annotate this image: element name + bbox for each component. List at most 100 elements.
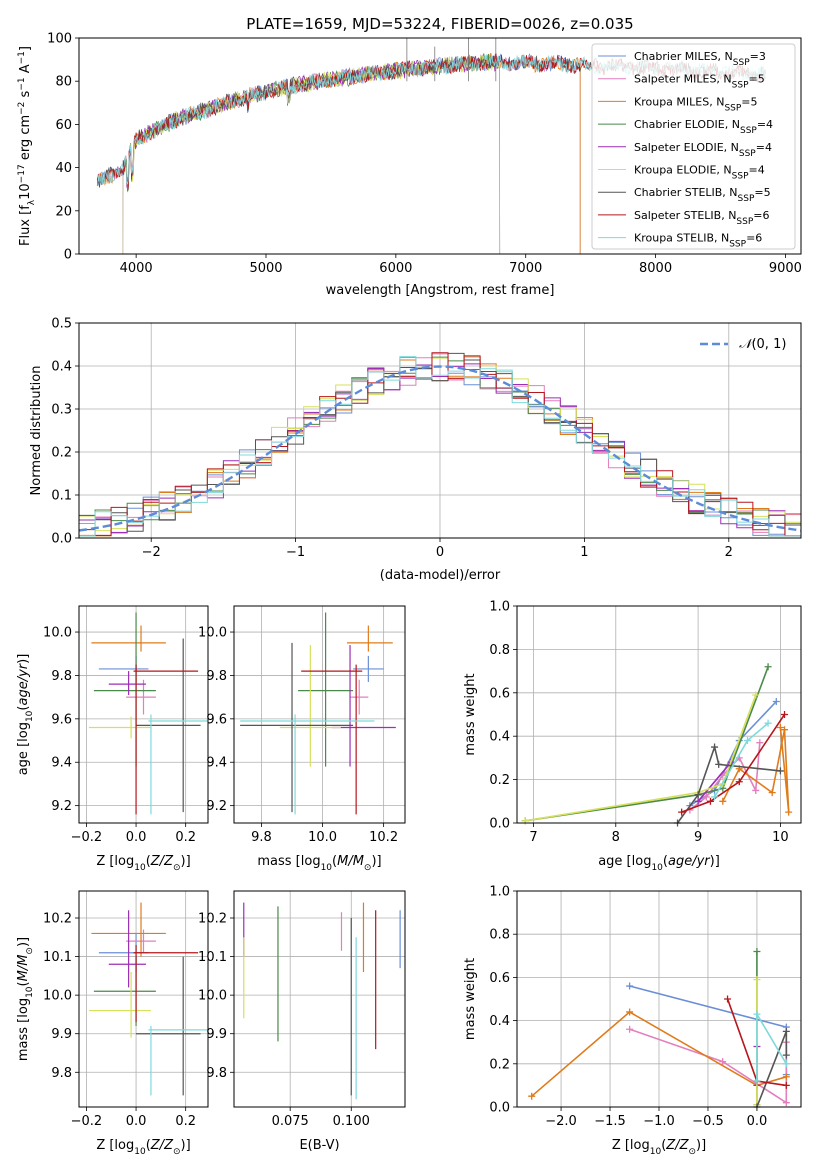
mass-vs-z-ytick-label: 9.8 [51,1066,72,1081]
age-vs-mass-ytick-label: 10.0 [198,626,227,641]
mass-vs-z-ylabel: mass [log10(M/M⊙)] [16,937,35,1061]
age-vs-z-axes: −0.2 0.0 0.2 9.2 9.4 9.6 9.8 10.0 [43,606,208,845]
spectrum-xtick-label: 5000 [249,261,282,276]
mass-vs-ebv-ytick-label: 10.0 [198,989,227,1004]
age-vs-z-xlabel: Z [log10(Z/Z⊙)] [96,854,190,873]
spectrum-ytick-label: 80 [55,75,72,90]
legend-label-salpeter-stelib: Salpeter STELIB, NSSP=6 [634,209,770,227]
spectrum-xtick-label: 7000 [509,261,542,276]
residuals-xlabel: (data-model)/error [380,568,501,583]
weight-vs-age-marker-kroupa-miles [776,724,784,732]
weight-vs-z-ytick-label: 0.4 [489,1014,510,1029]
age-vs-z-ytick-label: 10.0 [43,626,72,641]
legend-label-kroupa-elodie: Kroupa ELODIE, NSSP=4 [634,164,765,182]
legend-label-salpeter-miles: Salpeter MILES, NSSP=5 [634,73,765,91]
weight-vs-age-marker-chabrier-miles [772,697,780,705]
mass-vs-z-ytick-label: 10.0 [43,989,72,1004]
legend-label-chabrier-elodie: Chabrier ELODIE, NSSP=4 [634,118,773,136]
weight-vs-z-line-salpeter-miles [629,1028,788,1105]
weight-vs-z-marker-kroupa-stelib [753,1010,761,1018]
mass-vs-ebv-xlabel: E(B-V) [299,1138,339,1153]
legend-label-kroupa-miles: Kroupa MILES, NSSP=5 [634,95,758,113]
weight-vs-z-line-kroupa-miles [531,1011,787,1097]
residuals-xtick-label: −2 [142,545,161,560]
mass-vs-ebv-xtick-label: 0.075 [272,1114,309,1129]
weight-vs-z-marker-salpeter-miles [782,1099,790,1107]
spectrum-ytick-label: 20 [55,204,72,219]
weight-vs-z-xtick-label: 0.0 [747,1114,768,1129]
weight-vs-age-marker-salpeter-stelib [735,778,743,786]
mass-vs-z-xtick-label: 0.0 [126,1114,147,1129]
spectrum-ylabel: Flux [fλ10−17 erg cm−2 s−1 A−1] [17,46,37,246]
weight-vs-z-lines [528,947,790,1111]
weight-vs-z-marker-chabrier-elodie [753,947,761,955]
weight-vs-z-ytick-label: 0.0 [489,1101,510,1116]
weight-vs-z-xtick-label: −0.5 [692,1114,724,1129]
weight-vs-age-marker-salpeter-elodie [694,797,702,805]
mass-vs-ebv-xtick-label: 0.100 [333,1114,370,1129]
spectrum-xtick-label: 6000 [379,261,412,276]
weight-vs-age-line-kroupa-miles [722,727,790,813]
mass-vs-z-errorbars [88,902,208,1096]
mass-vs-ebv-ytick-label: 10.2 [198,912,227,927]
weight-vs-z-ylabel: mass weight [463,958,478,1040]
residual-hist-chabrier-stelib [79,352,801,532]
mass-vs-z-ytick-label: 9.9 [51,1027,72,1042]
age-vs-z-xtick-label: 0.2 [175,830,196,845]
residuals-ytick-label: 0.1 [51,489,72,504]
mass-vs-ebv-errorbars [243,902,401,1100]
age-vs-mass-ytick-label: 9.4 [206,756,227,771]
weight-vs-age-xtick-label: 8 [612,830,620,845]
residuals-ytick-label: 0.3 [51,403,72,418]
weight-vs-age-ytick-label: 0.2 [489,773,510,788]
weight-vs-z-frame [516,890,802,1108]
mass-vs-z-xlabel: Z [log10(Z/Z⊙)] [96,1138,190,1157]
mass-vs-ebv-ytick-label: 9.9 [206,1027,227,1042]
age-vs-z-errorbars [88,612,208,815]
weight-vs-age-xtick-label: 10 [772,830,789,845]
spectrum-lines [96,38,767,254]
weight-vs-age-line-chabrier-elodie [525,666,769,822]
residuals-legend: 𝒩(0, 1) [700,337,786,352]
weight-vs-z-marker-kroupa-miles [528,1092,536,1100]
weight-vs-age-marker-chabrier-stelib [711,743,719,751]
figure-title: PLATE=1659, MJD=53224, FIBERID=0026, z=0… [246,15,633,33]
weight-vs-age-frame [516,605,802,824]
legend-label-chabrier-miles: Chabrier MILES, NSSP=3 [634,50,766,68]
residuals-frame [78,322,802,539]
age-vs-mass-ytick-label: 9.6 [206,712,227,727]
residuals-xtick-label: −1 [286,545,305,560]
age-vs-mass-frame [233,605,406,824]
spectrum-xlabel: wavelength [Angstrom, rest frame] [326,283,555,298]
age-vs-mass-axes: 9.8 10.0 10.2 9.2 9.4 9.6 9.8 10.0 [198,606,405,845]
spectrum-frame [78,37,802,255]
age-vs-mass-xlabel: mass [log10(M/M⊙)] [257,854,381,873]
weight-vs-age-xlabel: age [log10(age/yr)] [598,854,720,873]
age-vs-z-ytick-label: 9.2 [51,799,72,814]
spectrum-ytick-label: 0 [64,248,72,263]
weight-vs-z-marker-chabrier-miles [626,982,634,990]
weight-vs-age-ytick-label: 0.4 [489,730,510,745]
weight-vs-age-line-kroupa-elodie [525,694,757,822]
weight-vs-z-marker-salpeter-stelib [724,995,732,1003]
mass-vs-ebv-ytick-label: 10.1 [198,950,227,965]
age-vs-mass-xtick-label: 9.8 [251,830,272,845]
age-vs-z-ytick-label: 9.8 [51,669,72,684]
mass-vs-ebv-ytick-label: 9.8 [206,1066,227,1081]
legend-label-kroupa-stelib: Kroupa STELIB, NSSP=6 [634,232,762,250]
weight-vs-age-ytick-label: 0.0 [489,817,510,832]
weight-vs-z-marker-kroupa-elodie [753,976,761,984]
mass-vs-ebv-axes: 0.075 0.100 9.8 9.9 10.0 10.1 10.2 [198,891,405,1129]
weight-vs-age-marker-salpeter-stelib [781,711,789,718]
weight-vs-z-xtick-label: −2.0 [545,1114,577,1129]
weight-vs-age-marker-salpeter-stelib [678,808,686,816]
residual-hist-kroupa-stelib [79,356,801,537]
weight-vs-age-xtick-label: 7 [529,830,537,845]
residuals-xtick-label: 0 [436,545,444,560]
residual-normal-curve [78,365,802,532]
residuals-xtick-label: 2 [725,545,733,560]
weight-vs-z-marker-chabrier-stelib [782,1027,790,1035]
mass-vs-ebv-frame [233,890,406,1108]
weight-vs-z-marker-kroupa-miles [626,1008,634,1016]
